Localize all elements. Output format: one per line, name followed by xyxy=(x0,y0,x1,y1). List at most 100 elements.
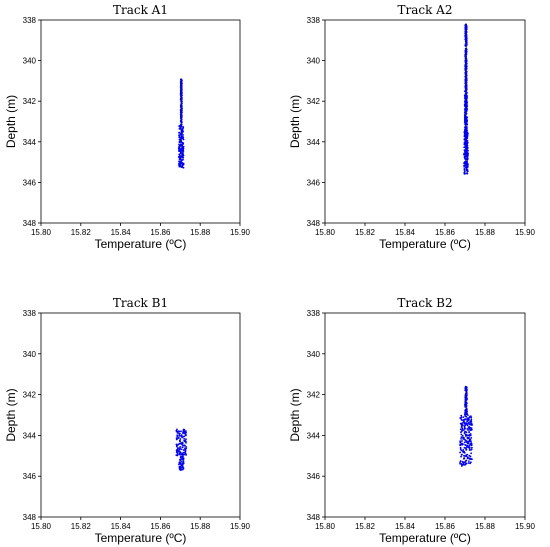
data-point xyxy=(178,465,181,468)
data-point xyxy=(465,144,468,147)
data-point xyxy=(465,30,468,33)
data-point xyxy=(465,25,467,28)
data-point xyxy=(464,80,467,83)
data-point xyxy=(465,462,468,465)
data-point xyxy=(179,126,182,129)
data-point xyxy=(465,151,468,154)
data-point xyxy=(470,418,473,421)
data-point xyxy=(465,134,468,137)
plot-area xyxy=(324,312,526,518)
data-point xyxy=(461,434,464,437)
data-point xyxy=(470,423,473,426)
data-point xyxy=(180,137,183,140)
x-tick-label: 15.90 xyxy=(515,228,536,237)
x-tick-label: 15.88 xyxy=(475,228,496,237)
data-point xyxy=(179,92,182,94)
data-points xyxy=(459,385,473,467)
data-point xyxy=(179,438,182,440)
data-point xyxy=(465,110,468,113)
data-point xyxy=(468,446,471,449)
data-point xyxy=(466,123,469,126)
data-point xyxy=(180,453,183,456)
data-point xyxy=(467,436,470,439)
x-tick-label: 15.84 xyxy=(395,228,416,237)
y-axis-label: Depth (m) xyxy=(4,95,18,148)
data-point xyxy=(179,138,182,140)
data-point xyxy=(182,156,185,159)
data-point xyxy=(180,430,182,433)
x-tick-label: 15.90 xyxy=(515,522,536,531)
data-point xyxy=(181,141,184,144)
data-point xyxy=(464,145,467,148)
data-point xyxy=(466,420,469,423)
data-point xyxy=(466,119,468,122)
data-point xyxy=(464,158,467,161)
data-point xyxy=(464,119,466,122)
data-point xyxy=(180,156,183,158)
data-point xyxy=(463,421,466,424)
data-point xyxy=(463,450,466,453)
data-point xyxy=(461,460,464,463)
data-point xyxy=(464,413,466,416)
data-point xyxy=(181,432,184,434)
data-point xyxy=(459,428,462,431)
data-point xyxy=(464,142,467,144)
plot-area xyxy=(40,312,241,518)
data-point xyxy=(185,446,188,448)
x-tick-label: 15.80 xyxy=(31,522,52,531)
data-point xyxy=(467,429,470,432)
y-tick-label: 348 xyxy=(23,513,37,522)
data-point xyxy=(463,441,466,444)
data-point xyxy=(460,433,463,436)
x-tick-label: 15.82 xyxy=(355,228,376,237)
data-point xyxy=(465,60,468,63)
data-point xyxy=(466,445,468,448)
data-point xyxy=(465,57,468,60)
data-point xyxy=(467,154,469,156)
data-point xyxy=(463,153,465,156)
data-point xyxy=(461,450,464,453)
data-point xyxy=(465,41,468,44)
data-point xyxy=(184,439,186,442)
data-point xyxy=(179,143,182,146)
x-tick-label: 15.84 xyxy=(111,522,132,531)
data-point xyxy=(466,444,469,447)
data-point xyxy=(464,130,467,133)
x-tick-label: 15.86 xyxy=(435,228,456,237)
data-point xyxy=(465,65,468,67)
data-point xyxy=(468,423,471,426)
data-point xyxy=(181,166,184,168)
data-point xyxy=(466,437,469,440)
chart-title: Track A2 xyxy=(397,3,452,17)
data-point xyxy=(469,455,472,458)
data-point xyxy=(465,50,468,53)
data-point xyxy=(470,436,473,439)
data-point xyxy=(176,453,179,456)
data-point xyxy=(463,111,466,114)
y-tick-label: 340 xyxy=(23,57,37,66)
data-point xyxy=(467,442,470,445)
data-point xyxy=(467,434,469,437)
data-point xyxy=(469,433,472,435)
y-tick-label: 344 xyxy=(23,138,37,147)
data-point xyxy=(466,141,469,144)
data-point xyxy=(465,74,468,77)
data-point xyxy=(180,448,183,451)
data-point xyxy=(463,168,466,170)
data-point xyxy=(178,160,181,163)
data-point xyxy=(464,163,467,166)
data-point xyxy=(460,430,463,433)
data-point xyxy=(459,451,461,454)
data-point xyxy=(180,468,183,471)
data-point xyxy=(464,404,467,407)
data-point xyxy=(464,44,467,47)
y-tick-label: 344 xyxy=(307,431,321,440)
data-point xyxy=(179,455,182,458)
data-point xyxy=(470,452,473,455)
y-tick-label: 346 xyxy=(23,178,37,187)
y-tick-label: 344 xyxy=(307,138,321,147)
data-point xyxy=(179,136,182,139)
data-point xyxy=(460,426,463,429)
data-point xyxy=(184,434,187,437)
